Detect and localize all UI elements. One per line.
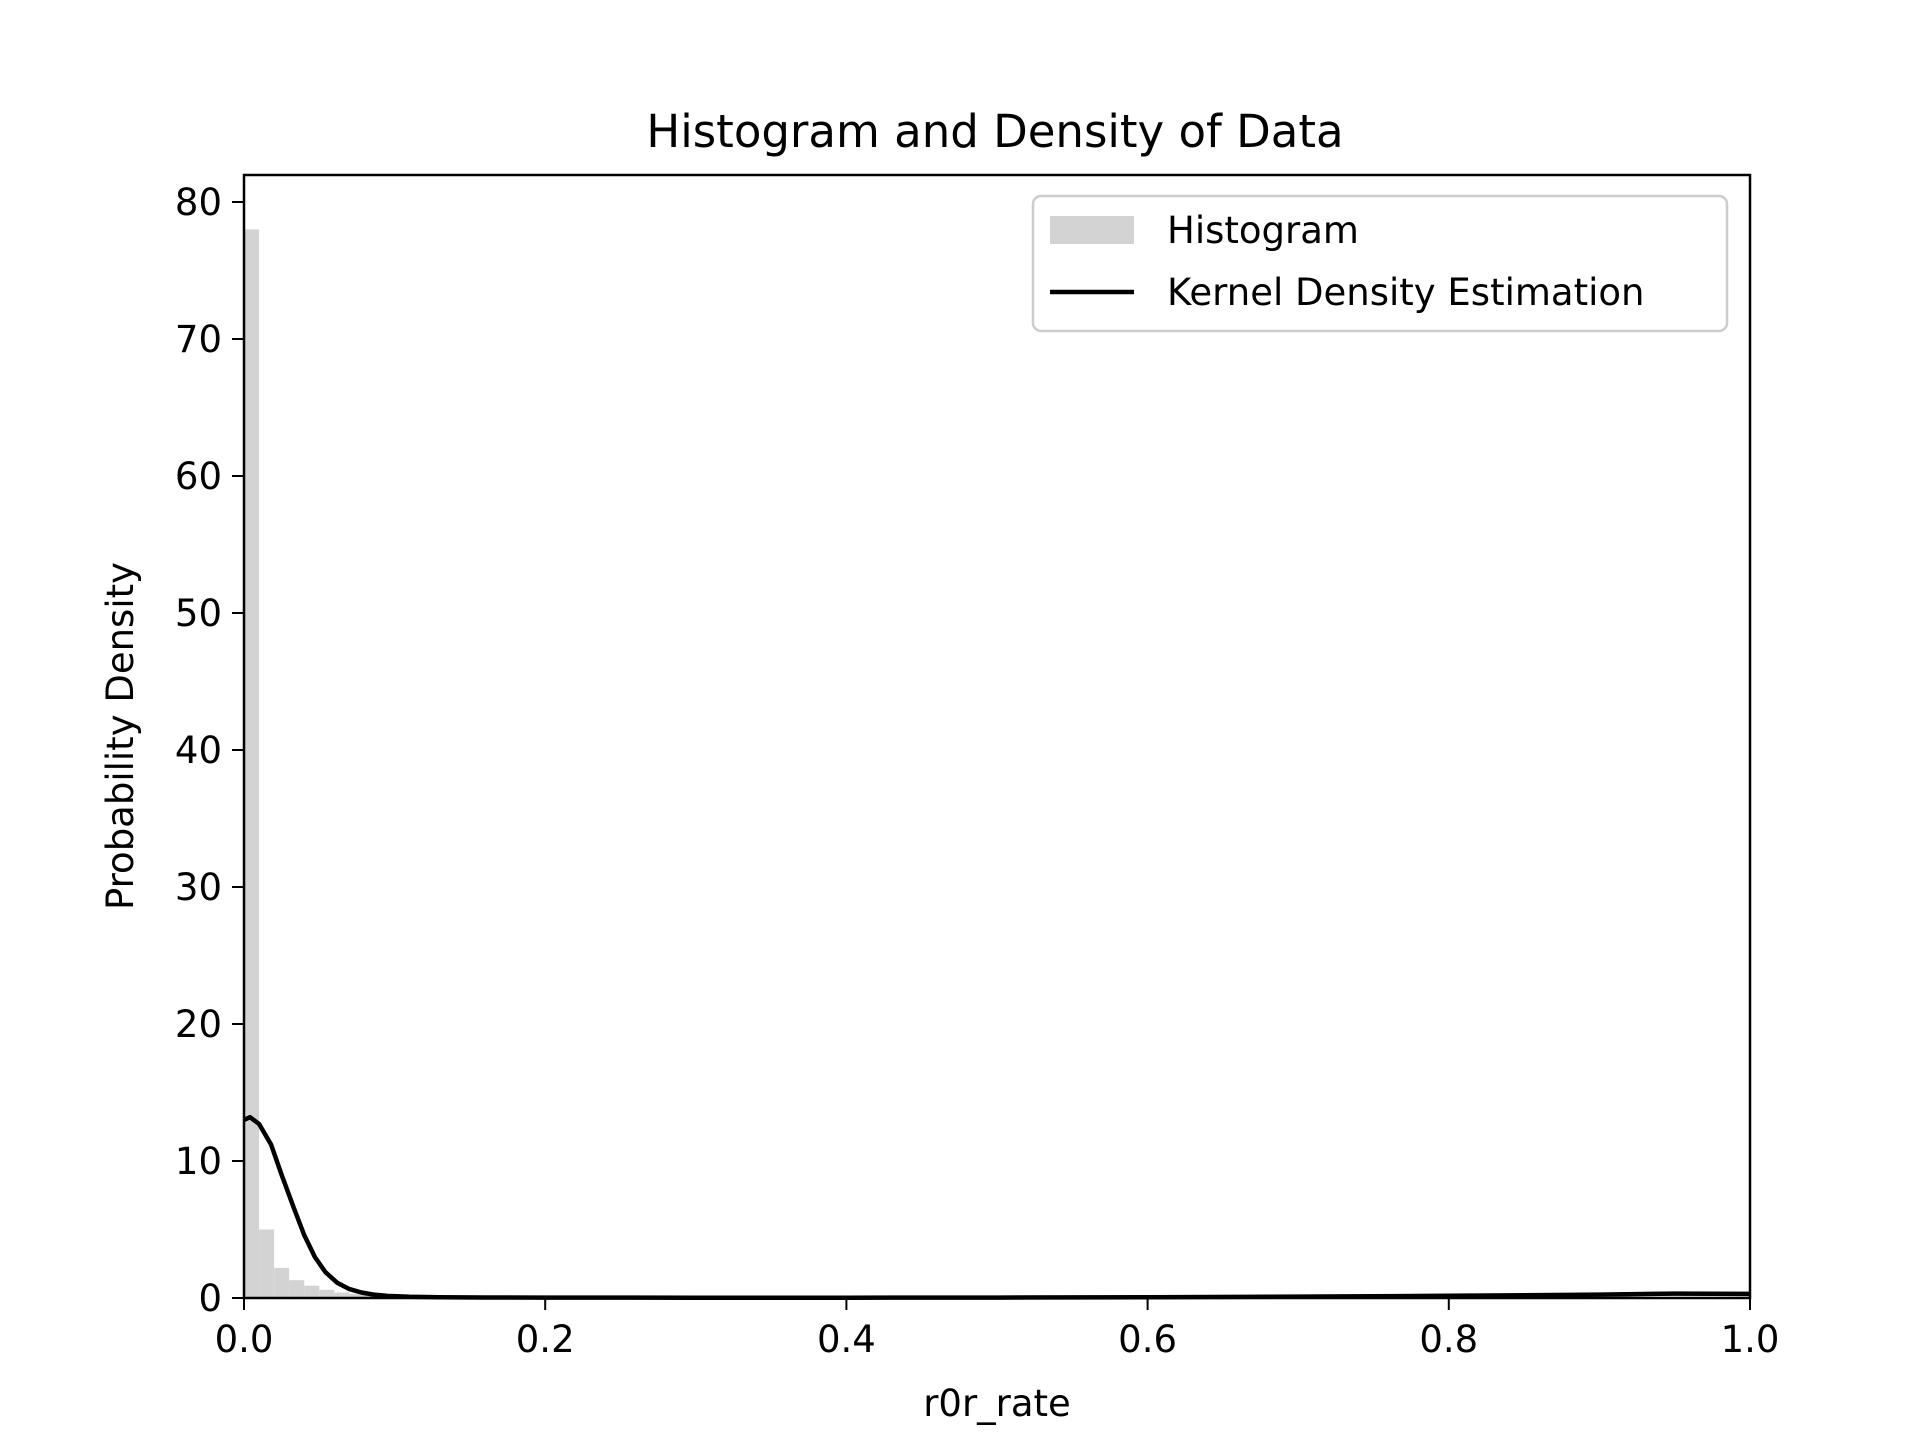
histogram-bars (244, 229, 455, 1298)
x-tick-label-1: 0.2 (516, 1318, 575, 1361)
legend-histogram-label: Histogram (1167, 209, 1359, 252)
y-tick-label-3: 30 (175, 866, 222, 909)
chart-title: Histogram and Density of Data (646, 105, 1343, 158)
axes-frame (242, 173, 1752, 1300)
y-tick-label-0: 0 (198, 1277, 222, 1320)
y-tick-label-8: 80 (175, 181, 222, 224)
legend: Histogram Kernel Density Estimation (1031, 194, 1729, 333)
histogram-bar-7 (349, 1293, 365, 1298)
histogram-bar-3 (289, 1280, 305, 1298)
histogram-bar-6 (334, 1292, 350, 1298)
x-tick-label-0: 0.0 (215, 1318, 274, 1361)
histogram-bar-1 (259, 1229, 275, 1298)
y-tick-label-4: 40 (175, 729, 222, 772)
y-tick-label-1: 10 (175, 1140, 222, 1183)
plot-area (243, 229, 1751, 1300)
legend-kde-label: Kernel Density Estimation (1167, 271, 1644, 314)
y-tick-label-2: 20 (175, 1003, 222, 1046)
x-tick-label-3: 0.6 (1118, 1318, 1177, 1361)
histogram-bar-4 (304, 1285, 320, 1298)
histogram-bar-8 (364, 1295, 380, 1298)
histogram-bar-0 (244, 229, 260, 1298)
y-axis-label: Probability Density (99, 562, 142, 910)
legend-histogram-swatch (1050, 216, 1134, 244)
histogram-bar-2 (274, 1267, 290, 1298)
x-tick-label-5: 1.0 (1721, 1318, 1780, 1361)
y-axis-ticks: 0 10 20 30 40 50 60 70 80 (175, 181, 244, 1320)
x-tick-label-4: 0.8 (1419, 1318, 1478, 1361)
y-tick-label-5: 50 (175, 592, 222, 635)
y-tick-label-6: 60 (175, 455, 222, 498)
legend-box (1031, 194, 1729, 333)
x-axis-label: r0r_rate (923, 1382, 1071, 1425)
histogram-bar-5 (319, 1289, 335, 1298)
y-tick-label-7: 70 (175, 318, 222, 361)
x-tick-label-2: 0.4 (817, 1318, 876, 1361)
x-axis-ticks: 0.0 0.2 0.4 0.6 0.8 1.0 (215, 1298, 1780, 1361)
